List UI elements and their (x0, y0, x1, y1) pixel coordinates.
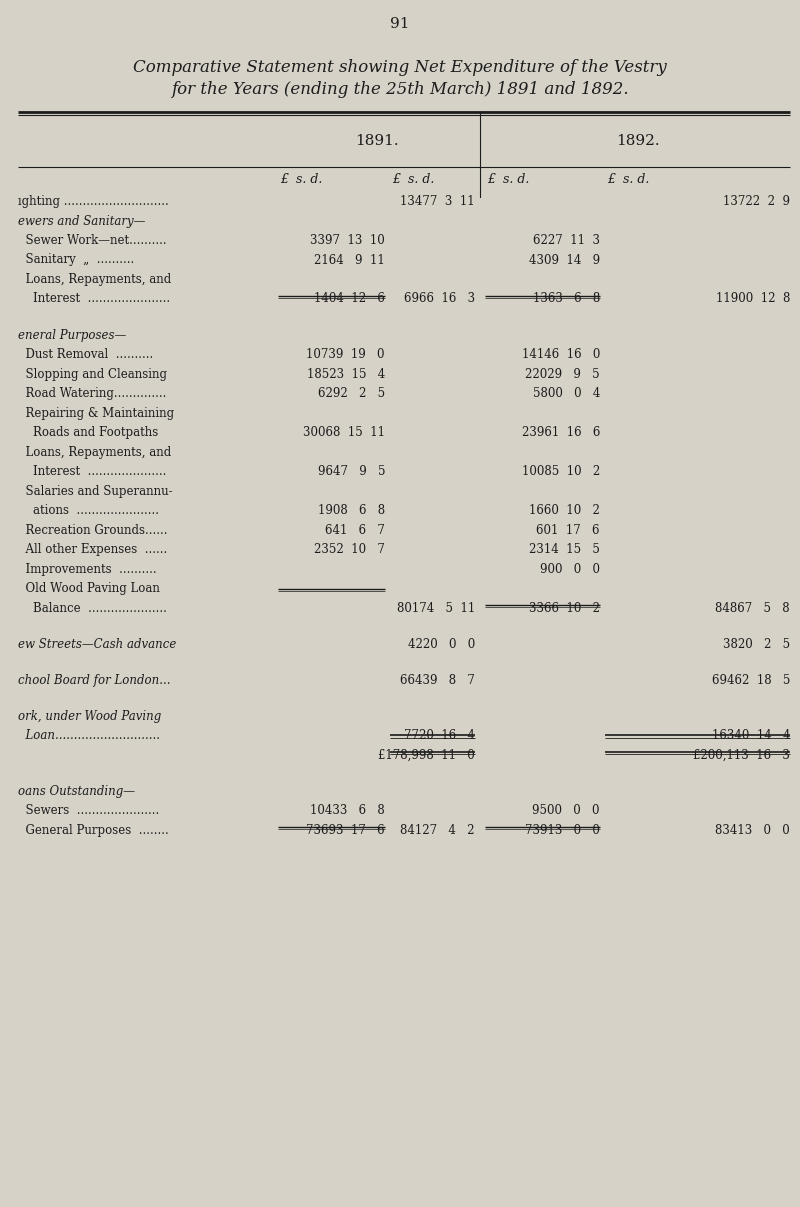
Text: 900   0   0: 900 0 0 (540, 562, 600, 576)
Text: 13477  3  11: 13477 3 11 (400, 196, 475, 208)
Text: Loans, Repayments, and: Loans, Repayments, and (18, 445, 171, 459)
Text: 91: 91 (390, 17, 410, 31)
Text: 84867   5   8: 84867 5 8 (715, 601, 790, 614)
Text: 73913   0   0: 73913 0 0 (525, 824, 600, 836)
Text: 66439   8   7: 66439 8 7 (400, 674, 475, 687)
Text: £  s. d.: £ s. d. (487, 173, 530, 186)
Text: Sewer Work—net..........: Sewer Work—net.......... (18, 234, 166, 247)
Text: All other Expenses  ......: All other Expenses ...... (18, 543, 167, 556)
Text: £178,998  11   0: £178,998 11 0 (378, 748, 475, 762)
Text: General Purposes  ........: General Purposes ........ (18, 824, 169, 836)
Text: chool Board for London...: chool Board for London... (18, 674, 170, 687)
Text: 10085  10   2: 10085 10 2 (522, 465, 600, 478)
Text: 3820   2   5: 3820 2 5 (723, 637, 790, 651)
Text: Sewers  ......................: Sewers ...................... (18, 804, 159, 817)
Text: 9500   0   0: 9500 0 0 (533, 804, 600, 817)
Text: 11900  12  8: 11900 12 8 (716, 292, 790, 305)
Text: Interest  .....................: Interest ..................... (18, 465, 166, 478)
Text: 4309  14   9: 4309 14 9 (529, 253, 600, 267)
Text: 1363   6   8: 1363 6 8 (533, 292, 600, 305)
Text: Interest  ......................: Interest ...................... (18, 292, 170, 305)
Text: Balance  .....................: Balance ..................... (18, 601, 167, 614)
Text: 16340  14   4: 16340 14 4 (711, 729, 790, 742)
Text: £  s. d.: £ s. d. (280, 173, 322, 186)
Text: 3397  13  10: 3397 13 10 (310, 234, 385, 247)
Text: 1892.: 1892. (616, 134, 659, 148)
Text: Loan............................: Loan............................ (18, 729, 160, 742)
Text: 641   6   7: 641 6 7 (325, 524, 385, 537)
Text: Repairing & Maintaining: Repairing & Maintaining (18, 407, 174, 420)
Text: Recreation Grounds......: Recreation Grounds...... (18, 524, 167, 537)
Text: 4220   0   0: 4220 0 0 (408, 637, 475, 651)
Text: 80174   5  11: 80174 5 11 (397, 601, 475, 614)
Text: 10433   6   8: 10433 6 8 (310, 804, 385, 817)
Text: Dust Removal  ..........: Dust Removal .......... (18, 348, 154, 361)
Text: 13722  2  9: 13722 2 9 (723, 196, 790, 208)
Text: oans Outstanding—: oans Outstanding— (18, 785, 135, 798)
Text: 1660  10   2: 1660 10 2 (529, 505, 600, 517)
Text: 2352  10   7: 2352 10 7 (314, 543, 385, 556)
Text: Sanitary  „  ..........: Sanitary „ .......... (18, 253, 134, 267)
Text: 2164   9  11: 2164 9 11 (314, 253, 385, 267)
Text: Improvements  ..........: Improvements .......... (18, 562, 157, 576)
Text: 18523  15   4: 18523 15 4 (306, 368, 385, 380)
Text: 30068  15  11: 30068 15 11 (303, 426, 385, 439)
Text: 84127   4   2: 84127 4 2 (401, 824, 475, 836)
Text: 3366  10   2: 3366 10 2 (529, 601, 600, 614)
Text: ork, under Wood Paving: ork, under Wood Paving (18, 710, 162, 723)
Text: 9647   9   5: 9647 9 5 (318, 465, 385, 478)
Text: £  s. d.: £ s. d. (607, 173, 650, 186)
Text: 1891.: 1891. (354, 134, 398, 148)
Text: ew Streets—Cash advance: ew Streets—Cash advance (18, 637, 176, 651)
Text: for the Years (ending the 25th March) 1891 and 1892.: for the Years (ending the 25th March) 18… (171, 81, 629, 98)
Text: 6292   2   5: 6292 2 5 (318, 387, 385, 400)
Text: Loans, Repayments, and: Loans, Repayments, and (18, 273, 171, 286)
Text: 14146  16   0: 14146 16 0 (522, 348, 600, 361)
Text: Old Wood Paving Loan: Old Wood Paving Loan (18, 582, 160, 595)
Text: Roads and Footpaths: Roads and Footpaths (18, 426, 158, 439)
Text: 1908   6   8: 1908 6 8 (318, 505, 385, 517)
Text: £200,113  16   3: £200,113 16 3 (693, 748, 790, 762)
Text: 69462  18   5: 69462 18 5 (712, 674, 790, 687)
Text: 6227  11  3: 6227 11 3 (533, 234, 600, 247)
Text: 83413   0   0: 83413 0 0 (715, 824, 790, 836)
Text: 2314  15   5: 2314 15 5 (529, 543, 600, 556)
Text: 6966  16   3: 6966 16 3 (404, 292, 475, 305)
Text: 22029   9   5: 22029 9 5 (526, 368, 600, 380)
Text: ations  ......................: ations ...................... (18, 505, 159, 517)
Text: Road Watering..............: Road Watering.............. (18, 387, 166, 400)
Text: 73693  17   6: 73693 17 6 (306, 824, 385, 836)
Text: Comparative Statement showing Net Expenditure of the Vestry: Comparative Statement showing Net Expend… (133, 59, 667, 76)
Text: ewers and Sanitary—: ewers and Sanitary— (18, 215, 146, 227)
Text: 10739  19   0: 10739 19 0 (306, 348, 385, 361)
Text: ıghting ............................: ıghting ............................ (18, 196, 169, 208)
Text: 23961  16   6: 23961 16 6 (522, 426, 600, 439)
Text: 601  17   6: 601 17 6 (537, 524, 600, 537)
Text: Slopping and Cleansing: Slopping and Cleansing (18, 368, 167, 380)
Text: Salaries and Superannu-: Salaries and Superannu- (18, 484, 173, 497)
Text: 5800   0   4: 5800 0 4 (533, 387, 600, 400)
Text: 7720  16   4: 7720 16 4 (404, 729, 475, 742)
Text: 1404  12   6: 1404 12 6 (314, 292, 385, 305)
Text: eneral Purposes—: eneral Purposes— (18, 328, 126, 342)
Text: £  s. d.: £ s. d. (392, 173, 434, 186)
